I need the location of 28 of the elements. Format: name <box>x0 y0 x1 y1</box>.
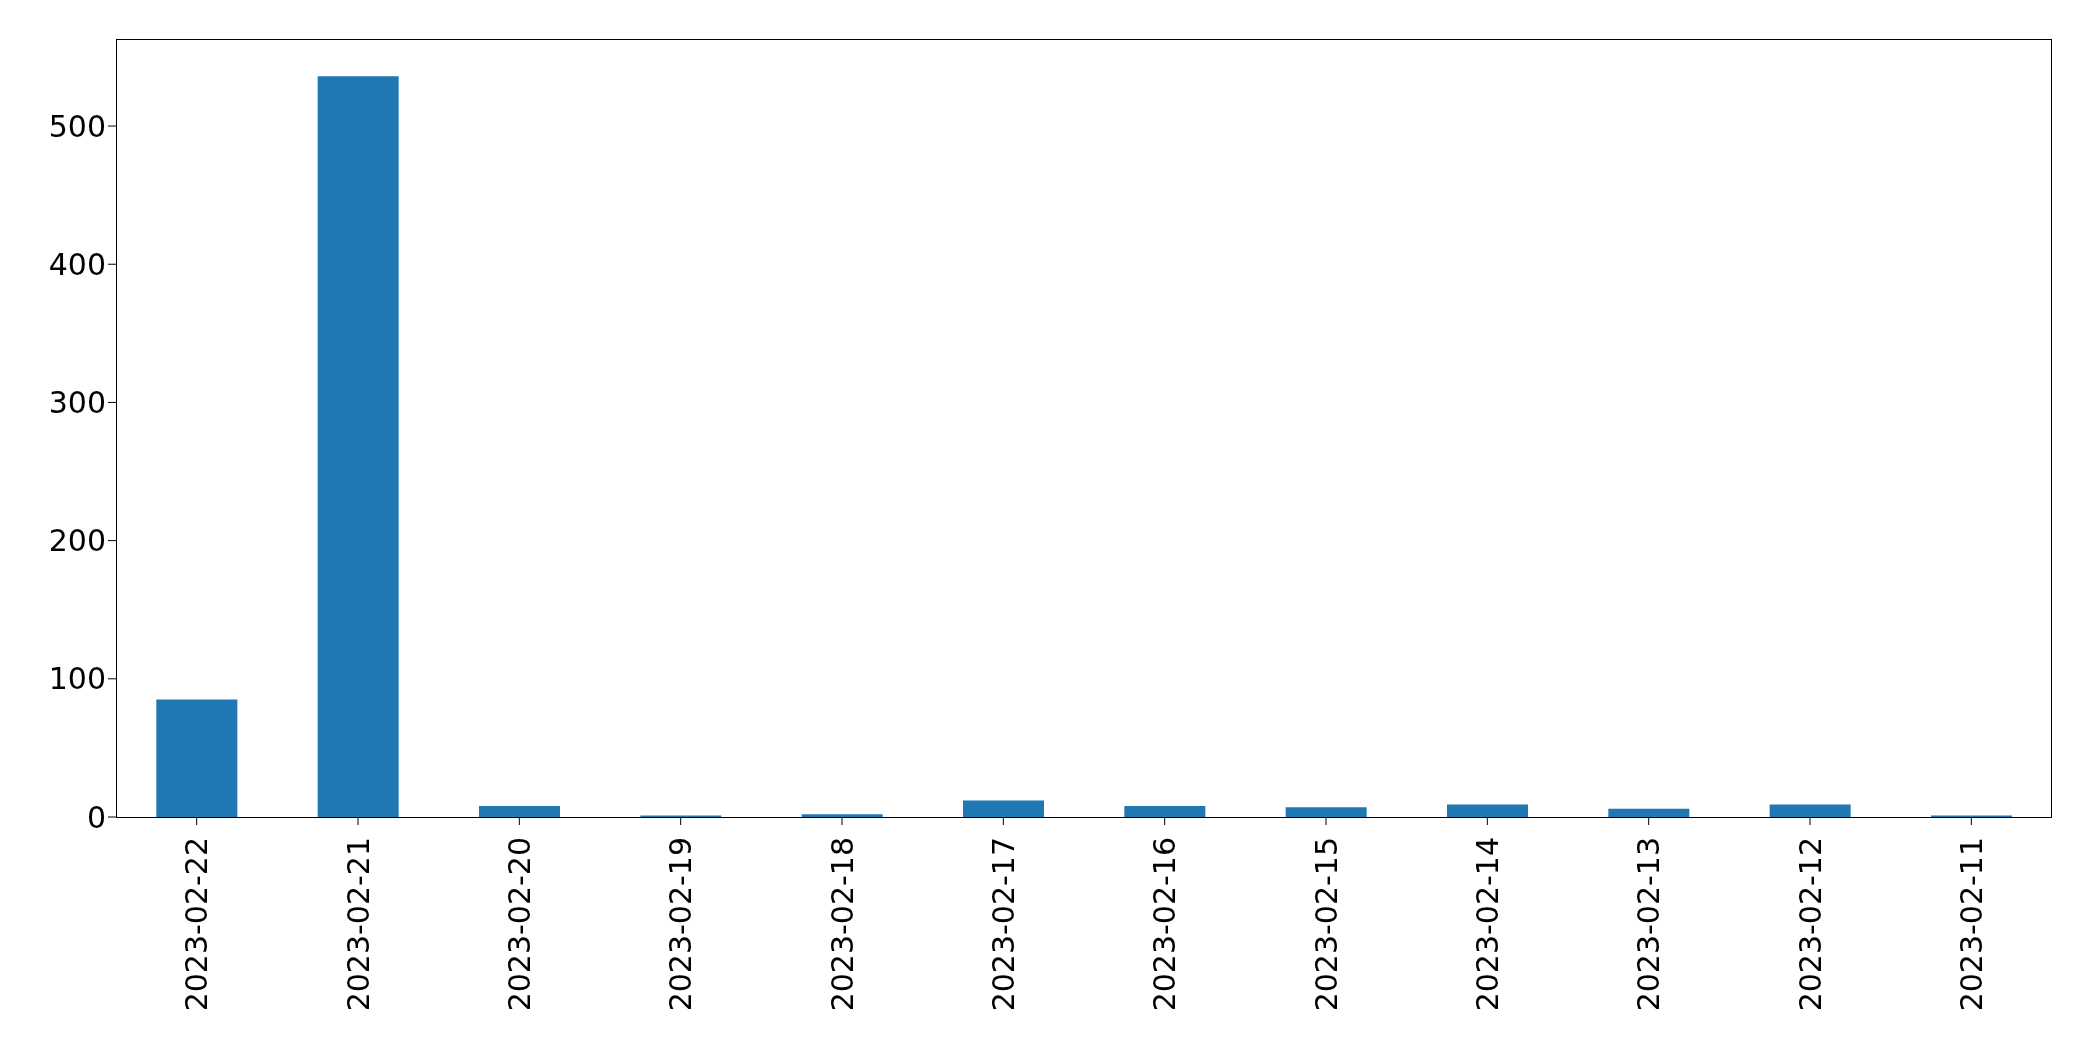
bar <box>317 76 399 817</box>
x-tick-label: 2023-02-17 <box>985 837 1021 1012</box>
x-tick-label: 2023-02-20 <box>501 837 537 1012</box>
bar <box>1447 804 1528 817</box>
bar <box>156 699 238 817</box>
y-tick-label: 500 <box>48 108 106 144</box>
bar <box>1285 807 1367 817</box>
y-tick-label: 100 <box>48 661 106 697</box>
x-tick-label: 2023-02-18 <box>824 837 860 1012</box>
x-tick-label: 2023-02-12 <box>1792 837 1828 1012</box>
bar <box>1124 805 1206 817</box>
bar <box>963 800 1044 817</box>
x-tick-label: 2023-02-11 <box>1953 837 1989 1012</box>
x-tick-label: 2023-02-21 <box>340 837 376 1012</box>
y-tick-label: 0 <box>86 799 106 835</box>
y-tick-label: 300 <box>48 385 106 421</box>
bar <box>1769 804 1851 817</box>
y-tick-label: 400 <box>48 246 106 282</box>
x-tick-label: 2023-02-22 <box>179 837 215 1012</box>
x-tick-label: 2023-02-19 <box>663 837 699 1012</box>
bar <box>801 814 883 817</box>
bar <box>479 805 560 817</box>
x-tick-label: 2023-02-15 <box>1308 837 1344 1012</box>
x-tick-label: 2023-02-16 <box>1147 837 1183 1012</box>
y-tick-label: 200 <box>48 523 106 559</box>
x-tick-label: 2023-02-13 <box>1631 837 1667 1012</box>
bar <box>1608 808 1690 817</box>
x-tick-label: 2023-02-14 <box>1469 837 1505 1012</box>
